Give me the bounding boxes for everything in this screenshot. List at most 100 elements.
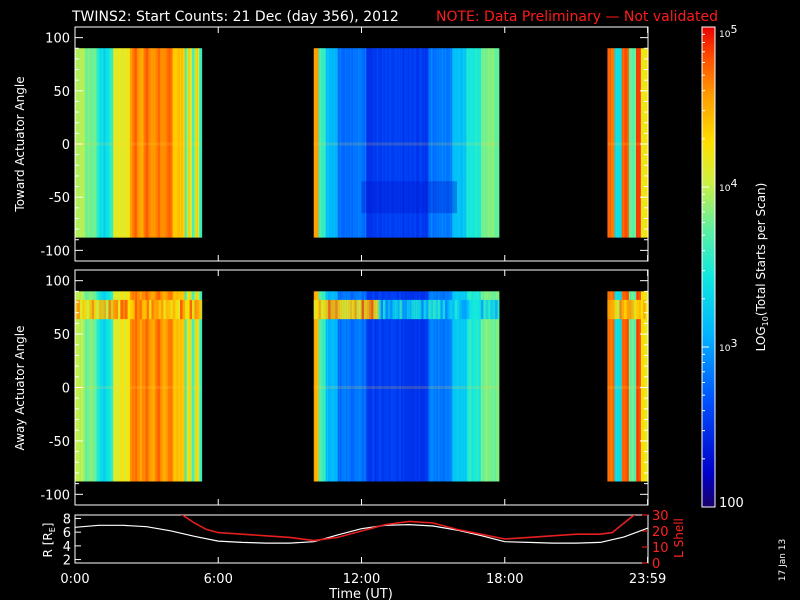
heatmap-column bbox=[609, 291, 612, 482]
heatmap-column bbox=[106, 48, 108, 238]
heatmap-column bbox=[385, 48, 388, 238]
heatmap-band bbox=[492, 299, 496, 320]
heatmap-column bbox=[190, 291, 193, 482]
heatmap-column bbox=[610, 48, 613, 238]
heatmap-band bbox=[184, 299, 188, 320]
heatmap-column bbox=[459, 291, 462, 482]
heatmap-column bbox=[78, 48, 81, 238]
heatmap-column bbox=[196, 48, 199, 238]
heatmap-column bbox=[323, 291, 326, 482]
heatmap-column bbox=[414, 291, 416, 482]
heatmap-column bbox=[375, 291, 378, 482]
heatmap-band bbox=[378, 299, 382, 320]
heatmap-column bbox=[644, 291, 647, 482]
away-heatmap bbox=[75, 291, 649, 482]
heatmap-column bbox=[200, 291, 203, 482]
heatmap-band bbox=[607, 299, 611, 320]
heatmap-column bbox=[436, 291, 439, 482]
heatmap-band bbox=[633, 299, 637, 320]
heatmap-column bbox=[147, 291, 150, 482]
heatmap-column bbox=[89, 48, 92, 238]
heatmap-column bbox=[103, 48, 106, 238]
heatmap-column bbox=[416, 48, 419, 238]
heatmap-column bbox=[158, 291, 161, 482]
heatmap-column bbox=[366, 48, 369, 238]
heatmap-column bbox=[92, 291, 95, 482]
heatmap-band bbox=[175, 299, 179, 320]
heatmap-column bbox=[392, 291, 395, 482]
heatmap-column bbox=[328, 291, 330, 482]
heatmap-column bbox=[96, 291, 99, 482]
heatmap-column bbox=[490, 291, 493, 482]
heatmap-band bbox=[390, 299, 394, 320]
heatmap-column bbox=[445, 48, 447, 238]
heatmap-band bbox=[471, 299, 475, 320]
y-tick-label: -100 bbox=[40, 488, 70, 503]
heatmap-band bbox=[108, 299, 112, 320]
heatmap-column bbox=[367, 48, 370, 238]
heatmap-column bbox=[163, 291, 166, 482]
heatmap-column bbox=[340, 48, 342, 238]
heatmap-column bbox=[467, 291, 470, 482]
heatmap-column bbox=[433, 48, 435, 238]
heatmap-column bbox=[335, 291, 338, 482]
r-axis-label: R [RE] bbox=[41, 523, 57, 558]
heatmap-column bbox=[334, 48, 336, 238]
heatmap-column bbox=[496, 291, 499, 482]
heatmap-column bbox=[492, 291, 495, 482]
heatmap-band bbox=[125, 299, 129, 320]
heatmap-column bbox=[160, 291, 163, 482]
heatmap-column bbox=[408, 291, 410, 482]
heatmap-column bbox=[343, 291, 346, 482]
heatmap-column bbox=[489, 291, 492, 482]
heatmap-column bbox=[621, 48, 624, 238]
heatmap-column bbox=[417, 291, 420, 482]
heatmap-band bbox=[196, 299, 200, 320]
heatmap-band bbox=[77, 299, 81, 320]
heatmap-column bbox=[75, 48, 77, 238]
heatmap-column bbox=[82, 291, 84, 482]
heatmap-band bbox=[406, 299, 410, 320]
heatmap-column bbox=[403, 48, 406, 238]
heatmap-column bbox=[150, 48, 152, 238]
heatmap-column bbox=[632, 291, 635, 482]
away-y-axis: 100 50 0 -50 -100 bbox=[40, 275, 648, 503]
heatmap-column bbox=[82, 48, 84, 238]
heatmap-column bbox=[144, 291, 147, 482]
heatmap-column bbox=[410, 291, 413, 482]
heatmap-column bbox=[84, 291, 87, 482]
heatmap-column bbox=[115, 48, 118, 238]
heatmap-column bbox=[478, 48, 481, 238]
heatmap-column bbox=[462, 48, 465, 238]
heatmap-column bbox=[624, 291, 626, 482]
heatmap-column bbox=[385, 291, 388, 482]
heatmap-band bbox=[624, 299, 628, 320]
heatmap-column bbox=[172, 291, 175, 482]
heatmap-column bbox=[325, 291, 328, 482]
heatmap-column bbox=[624, 48, 626, 238]
heatmap-column bbox=[76, 48, 78, 238]
heatmap-band bbox=[153, 299, 157, 320]
heatmap-column bbox=[337, 48, 340, 238]
heatmap-band bbox=[351, 299, 355, 320]
heatmap-band bbox=[330, 299, 334, 320]
heatmap-column bbox=[194, 291, 197, 482]
y-tick-label: 0 bbox=[62, 138, 70, 153]
heatmap-column bbox=[164, 48, 167, 238]
heatmap-column bbox=[328, 48, 330, 238]
heatmap-band bbox=[340, 299, 343, 320]
heatmap-band bbox=[488, 299, 492, 320]
heatmap-band bbox=[640, 299, 644, 320]
heatmap-column bbox=[464, 48, 466, 238]
heatmap-column bbox=[319, 291, 322, 482]
heatmap-column bbox=[123, 48, 126, 238]
heatmap-column bbox=[313, 48, 316, 238]
heatmap-column bbox=[464, 291, 466, 482]
heatmap-column bbox=[448, 291, 451, 482]
heatmap-band bbox=[404, 299, 408, 320]
heatmap-column bbox=[412, 291, 415, 482]
heatmap-band bbox=[84, 299, 88, 320]
heatmap-column bbox=[340, 291, 342, 482]
heatmap-column bbox=[138, 291, 141, 482]
